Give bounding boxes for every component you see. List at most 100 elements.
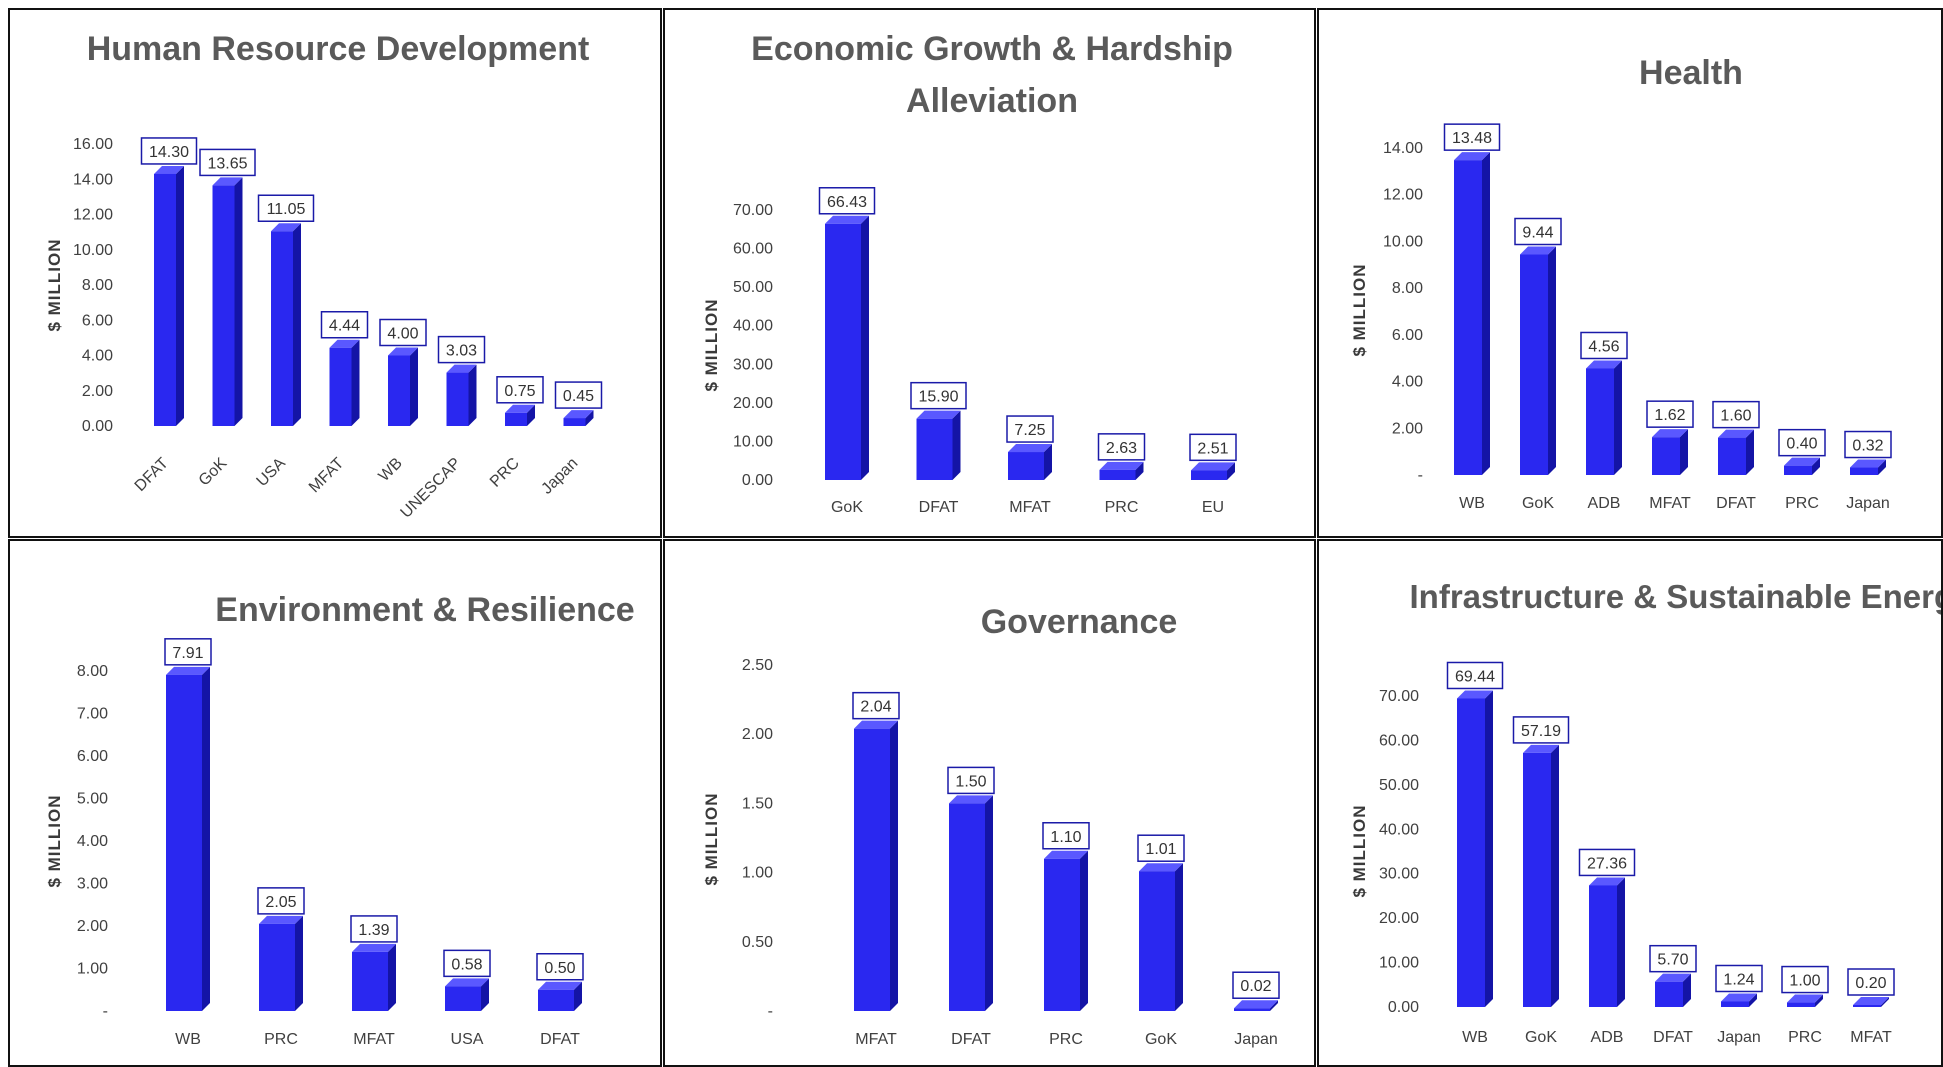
data-label: 4.44: [320, 310, 369, 339]
svg-text:1.10: 1.10: [1050, 829, 1081, 846]
data-label: 1.24: [1715, 964, 1763, 993]
y-tick-label: 0.00: [742, 472, 773, 489]
svg-text:14.30: 14.30: [149, 144, 189, 161]
bar: [259, 915, 303, 1011]
chart-svg: Economic Growth & Hardship Alleviation $ M…: [702, 30, 1237, 516]
y-tick-label: 2.00: [77, 918, 108, 935]
y-axis-label: $ MILLION: [45, 238, 64, 331]
bar: [1191, 462, 1235, 480]
svg-text:13.65: 13.65: [207, 155, 247, 172]
bar: [1853, 997, 1889, 1007]
data-label: 1.00: [1781, 965, 1829, 994]
chart-title: Environment & Resilience: [215, 591, 634, 629]
y-tick-label: 0.00: [1388, 999, 1419, 1016]
svg-text:1.39: 1.39: [358, 922, 389, 939]
svg-text:13.48: 13.48: [1452, 130, 1492, 147]
x-tick-label: PRC: [1105, 499, 1139, 516]
bar: [212, 177, 243, 426]
data-label: 3.03: [437, 335, 486, 364]
x-tick-label: USA: [254, 455, 290, 491]
chart-svg: Infrastructure & Sustainable Energy $ MIL…: [1350, 578, 1941, 1046]
y-tick-label: 12.00: [73, 207, 113, 224]
y-tick-label: 7.00: [77, 706, 108, 723]
data-label: 1.62: [1646, 400, 1694, 428]
y-tick-label: 12.00: [1383, 187, 1423, 204]
bar: [329, 339, 360, 426]
svg-text:2.04: 2.04: [860, 699, 891, 716]
svg-text:7.91: 7.91: [172, 645, 203, 662]
x-tick-label: PRC: [1049, 1031, 1083, 1048]
x-tick-label: DFAT: [1716, 495, 1756, 512]
x-tick-label: Japan: [1717, 1029, 1761, 1046]
chart-title: Human Resource Development: [87, 30, 590, 68]
x-tick-label: MFAT: [353, 1031, 395, 1048]
data-label: 13.65: [199, 148, 256, 177]
svg-text:0.02: 0.02: [1240, 978, 1271, 995]
y-tick-label: 10.00: [73, 242, 113, 259]
y-tick-label: 14.00: [1383, 140, 1423, 157]
y-tick-label: 10.00: [733, 433, 773, 450]
bar: [1589, 877, 1625, 1007]
y-tick-label: 1.00: [742, 865, 773, 882]
y-tick-label: 60.00: [733, 241, 773, 258]
x-tick-label: MFAT: [1850, 1029, 1892, 1046]
svg-text:1.62: 1.62: [1654, 407, 1685, 424]
data-label: 2.63: [1097, 433, 1146, 461]
y-tick-label: 20.00: [733, 395, 773, 412]
y-axis-label: $ MILLION: [1350, 263, 1369, 356]
data-label: 15.90: [910, 381, 967, 410]
x-tick-label: GoK: [1525, 1029, 1557, 1046]
bar: [388, 347, 418, 426]
chart-panel-infrastructure-energy: Infrastructure & Sustainable Energy $ MIL…: [1317, 539, 1943, 1067]
y-tick-label: 10.00: [1379, 955, 1419, 972]
y-tick-label: 30.00: [733, 356, 773, 373]
bar: [1718, 429, 1754, 475]
data-label: 7.91: [164, 638, 212, 666]
x-tick-label: ADB: [1588, 495, 1621, 512]
data-label: 13.48: [1443, 123, 1501, 151]
data-label: 4.00: [379, 318, 427, 347]
x-tick-label: MFAT: [855, 1031, 897, 1048]
y-tick-label: 5.00: [77, 791, 108, 808]
data-label: 0.40: [1778, 428, 1826, 457]
y-tick-label: 50.00: [733, 279, 773, 296]
bar: [1008, 444, 1052, 480]
x-tick-label: USA: [451, 1031, 484, 1048]
chart-title: Alleviation: [906, 82, 1078, 120]
svg-text:4.56: 4.56: [1588, 338, 1619, 355]
chart-svg: Human Resource Development $ MILLION 0.00 2…: [45, 30, 603, 522]
svg-text:9.44: 9.44: [1522, 225, 1553, 242]
x-tick-label: GoK: [831, 499, 863, 516]
x-tick-label: Japan: [1234, 1031, 1278, 1048]
x-tick-label: EU: [1202, 499, 1224, 516]
data-label: 4.56: [1580, 331, 1628, 360]
svg-text:2.51: 2.51: [1197, 440, 1228, 457]
y-tick-label: 16.00: [73, 136, 113, 153]
bar: [1586, 360, 1622, 475]
bar: [1850, 459, 1886, 475]
bar: [446, 364, 477, 426]
y-tick-label: 1.00: [77, 961, 108, 978]
data-label: 0.45: [554, 381, 603, 409]
svg-text:1.60: 1.60: [1720, 408, 1751, 425]
y-tick-label: 40.00: [1379, 821, 1419, 838]
svg-text:69.44: 69.44: [1455, 668, 1495, 685]
x-tick-label: Japan: [1846, 495, 1890, 512]
x-tick-label: WB: [1459, 495, 1485, 512]
x-tick-label: DFAT: [919, 499, 959, 516]
x-tick-label: WB: [1462, 1029, 1488, 1046]
data-label: 0.58: [443, 949, 491, 978]
y-tick-label: 6.00: [82, 312, 113, 329]
svg-text:0.50: 0.50: [544, 960, 575, 977]
y-tick-label: 8.00: [1392, 280, 1423, 297]
y-tick-label: 70.00: [733, 202, 773, 219]
x-tick-label: DFAT: [951, 1031, 991, 1048]
bar: [1099, 461, 1144, 480]
chart-svg: Health $ MILLION - 2.00 4.00 6.00 8.00 10.00 12.…: [1350, 54, 1892, 512]
svg-text:1.24: 1.24: [1723, 971, 1754, 988]
y-tick-label: 2.50: [742, 657, 773, 674]
bar: [1457, 690, 1493, 1007]
svg-text:0.20: 0.20: [1855, 975, 1886, 992]
x-tick-label: PRC: [1785, 495, 1819, 512]
y-tick-label: 50.00: [1379, 777, 1419, 794]
